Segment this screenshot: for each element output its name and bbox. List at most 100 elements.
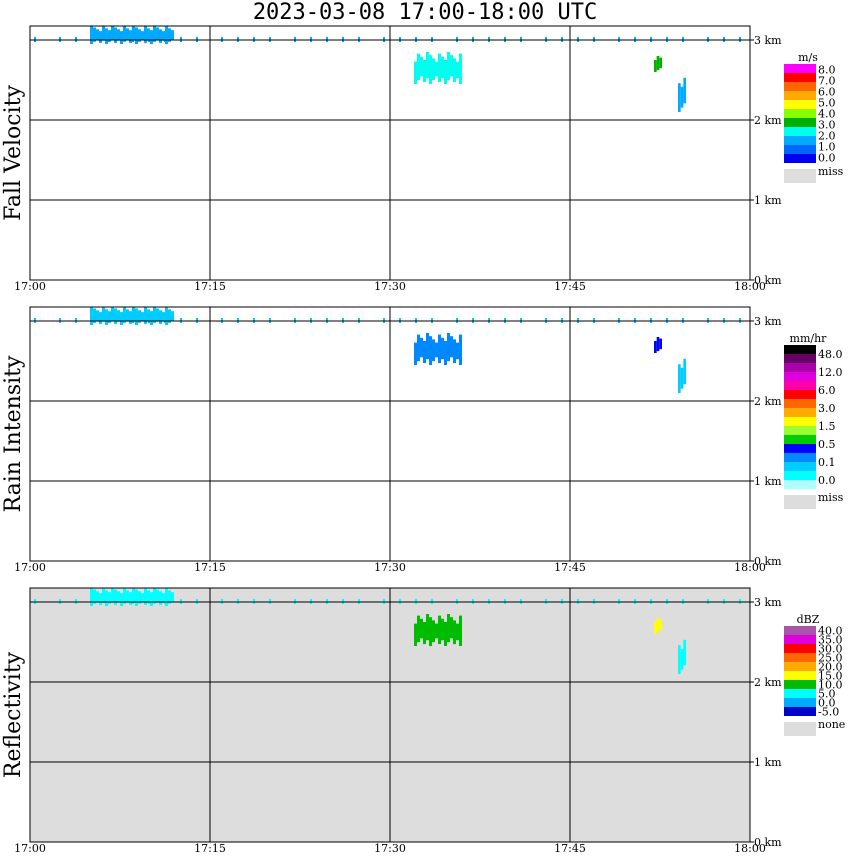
echo-cell xyxy=(441,56,444,79)
echo-cell xyxy=(162,312,165,322)
echo-cell xyxy=(114,308,117,324)
legend-swatch xyxy=(784,698,816,707)
echo-cell xyxy=(168,590,171,604)
echo-cell xyxy=(153,587,156,604)
echo-cell xyxy=(93,308,96,323)
echo-cell xyxy=(96,310,99,321)
echo-cell xyxy=(123,26,126,42)
echo-cell xyxy=(162,31,165,41)
echo-cell xyxy=(420,56,423,77)
echo-cell xyxy=(678,364,681,393)
echo-cell xyxy=(156,589,159,602)
echo-cell xyxy=(123,307,126,323)
legend-swatch xyxy=(784,127,816,136)
echo-cell xyxy=(111,587,114,602)
echo-cell xyxy=(680,648,684,670)
legend-label: 2.0 xyxy=(818,130,836,143)
legend-swatch xyxy=(784,372,816,381)
echo-cell xyxy=(162,593,165,603)
echo-cell xyxy=(132,587,135,603)
y-tick-label: 3 km xyxy=(754,596,782,609)
legend-label: 0.0 xyxy=(818,697,836,710)
legend-miss-swatch xyxy=(784,169,816,183)
echo-cell xyxy=(438,615,441,645)
echo-cell xyxy=(123,588,126,604)
echo-cell xyxy=(459,615,462,646)
legend-label: 7.0 xyxy=(818,75,836,88)
echo-cell xyxy=(456,61,459,79)
echo-cell xyxy=(108,592,111,604)
echo-cell xyxy=(150,30,153,44)
echo-cell xyxy=(441,618,444,641)
echo-cell xyxy=(444,60,447,84)
echo-cell xyxy=(144,26,147,43)
echo-cell xyxy=(426,52,429,79)
echo-cell xyxy=(417,615,420,643)
legend-miss-label: none xyxy=(818,718,845,731)
legend-label: 0.1 xyxy=(818,456,836,469)
y-tick-label: 0 km xyxy=(754,836,782,849)
legend-unit: dBZ xyxy=(797,613,820,626)
legend-miss-label: miss xyxy=(818,491,844,504)
echo-cell xyxy=(108,311,111,323)
echo-cell xyxy=(432,339,435,362)
legend-swatch xyxy=(784,626,816,635)
echo-cell xyxy=(423,341,426,364)
echo-cell xyxy=(141,593,144,602)
legend-swatch xyxy=(784,399,816,408)
echo-cell xyxy=(120,31,123,44)
echo-cell xyxy=(426,333,429,360)
echo-cell xyxy=(171,311,174,321)
echo-cell xyxy=(459,334,462,365)
echo-cell xyxy=(683,358,686,385)
legend-swatch xyxy=(784,381,816,390)
x-tick-label: 17:15 xyxy=(194,561,226,574)
legend-swatch xyxy=(784,444,816,453)
echo-cell xyxy=(171,30,174,40)
echo-cell xyxy=(102,26,105,41)
legend-label: 5.0 xyxy=(818,97,836,110)
y-tick-label: 2 km xyxy=(754,676,782,689)
echo-cell xyxy=(114,27,117,43)
echo-cell xyxy=(656,337,660,352)
echo-cell xyxy=(159,591,162,605)
echo-cell xyxy=(438,53,441,83)
legend-label: 0.0 xyxy=(818,474,836,487)
echo-cell xyxy=(153,306,156,323)
echo-cell xyxy=(432,58,435,81)
echo-cell xyxy=(414,342,417,365)
y-tick-label: 1 km xyxy=(754,756,782,769)
echo-cell xyxy=(111,306,114,321)
legend-swatch xyxy=(784,390,816,399)
echo-cell xyxy=(108,30,111,42)
panel-rain-intensity: 17:00 17:15 17:30 17:45 18:000 km 1 km 2 km 3 k… xyxy=(1,306,844,574)
echo-cell xyxy=(141,31,144,40)
legend-swatch xyxy=(784,689,816,698)
legend: dBZ40.035.030.025.020.015.010.05.00.0-5.… xyxy=(784,613,845,736)
legend-label: 20.0 xyxy=(818,661,843,674)
panel-ylabel: Reflectivity xyxy=(1,651,26,778)
legend-label: 3.0 xyxy=(818,119,836,132)
x-tick-label: 17:45 xyxy=(554,280,586,293)
legend-miss-swatch xyxy=(784,722,816,736)
echo-cell xyxy=(654,622,657,634)
legend-swatch xyxy=(784,154,816,163)
echo-cell xyxy=(159,310,162,324)
legend-label: 6.0 xyxy=(818,384,836,397)
x-tick-label: 17:45 xyxy=(554,842,586,855)
echo-cell xyxy=(680,367,684,389)
legend-swatch xyxy=(784,64,816,73)
legend-swatch xyxy=(784,82,816,91)
legend-swatch xyxy=(784,345,816,354)
echo-cell xyxy=(132,306,135,322)
x-tick-label: 17:30 xyxy=(374,842,406,855)
legend-swatch xyxy=(784,363,816,372)
x-tick-label: 17:15 xyxy=(194,842,226,855)
legend-swatch xyxy=(784,100,816,109)
panel-ylabel: Fall Velocity xyxy=(1,85,26,221)
echo-cell xyxy=(135,27,138,44)
legend-swatch xyxy=(784,453,816,462)
x-tick-label: 17:00 xyxy=(14,280,46,293)
echo-cell xyxy=(171,592,174,602)
